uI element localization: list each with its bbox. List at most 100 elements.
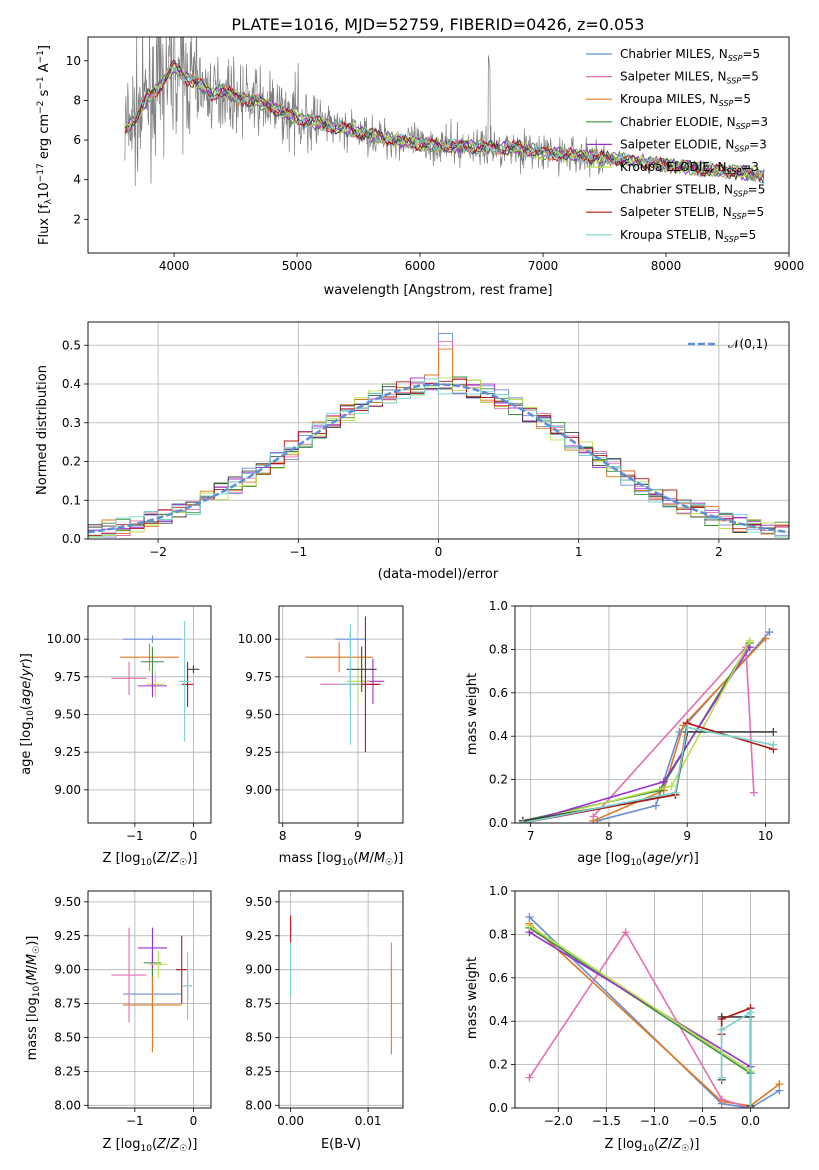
residual_hist-ytick-label: 0.1 <box>62 493 81 507</box>
marker-kroupa_stelib <box>746 1104 755 1108</box>
spectrum-xtick-label: 7000 <box>528 259 559 273</box>
wAge-ylabel: mass weight <box>465 673 480 755</box>
mass_vs_Z-xtick-label: −1 <box>126 1114 144 1128</box>
g-wZ-clip-content <box>525 913 784 1108</box>
residual_hist-ytick-label: 0.4 <box>62 377 81 391</box>
series-chabrier_miles <box>528 916 780 1108</box>
legend-label-chabrier_elodie: Chabrier ELODIE, NSSP=3 <box>620 115 768 131</box>
weight_vs_age-xtick-label: 8 <box>605 829 613 843</box>
age-vs-mass-panel: 8 9 9.00 9.25 9.50 9.75 10.00 mass [log10(M/M☉… <box>238 605 404 868</box>
age_vs_mass-ytick-label: 9.75 <box>245 670 272 684</box>
spectrum-ytick-label: 4 <box>73 173 81 187</box>
marker-kroupa_stelib <box>683 723 692 732</box>
weight_vs_Z-ytick-label: 1.0 <box>489 884 508 898</box>
g-wAge-frame <box>514 605 790 824</box>
marker-salpeter_miles <box>621 928 630 937</box>
mass_vs_Z-xtick-label: 0 <box>190 1114 198 1128</box>
series-kroupa_miles <box>592 637 767 822</box>
marker-salpeter_stelib <box>717 1015 726 1024</box>
spectrum-xlabel: wavelength [Angstrom, rest frame] <box>324 283 553 298</box>
series-salpeter_miles <box>528 930 751 1108</box>
spec-clip-content <box>124 37 765 187</box>
wZ-xlabel: Z [log10(Z/Z☉)] <box>605 1137 700 1154</box>
histogram-legend: 𝒩(0,1) <box>688 337 768 351</box>
age_vs_Z-ytick-label: 9.00 <box>54 783 81 797</box>
weight-vs-Z-panel: −2.0 −1.5 −1.0 −0.5 0.0 0.0 0.2 0.4 0.6 0.8 1.0 Z … <box>465 884 790 1154</box>
g-wZ-frame <box>514 890 790 1109</box>
marker-salpeter_miles <box>589 812 598 821</box>
spectrum-xtick-label: 4000 <box>159 259 190 273</box>
age_vs_Z-xtick-label: 0 <box>190 829 198 843</box>
weight_vs_Z-xtick-label: −0.5 <box>688 1114 717 1128</box>
mass_vs_Z-ytick-label: 8.75 <box>54 997 81 1011</box>
spectrum-ytick-label: 2 <box>73 212 81 226</box>
spectrum-ytick-label: 6 <box>73 133 81 147</box>
age_vs_mass-xtick-label: 9 <box>354 829 362 843</box>
marker-salpeter_miles <box>749 788 758 797</box>
normal-curve <box>88 383 789 534</box>
marker-kroupa_stelib <box>671 788 680 797</box>
g-massE-clip-content <box>290 915 392 1055</box>
normal-legend-label: 𝒩(0,1) <box>728 337 768 351</box>
mass-vs-Z-panel: −1 0 8.00 8.25 8.50 8.75 9.00 9.25 9.50 Z [log10… <box>25 890 212 1154</box>
histogram-frame <box>87 321 790 540</box>
mass_vs_ebv-ytick-label: 9.00 <box>245 963 272 977</box>
age_vs_Z-ytick-label: 9.75 <box>54 670 81 684</box>
age_vs_mass-ytick-label: 10.00 <box>238 632 272 646</box>
legend-label-kroupa_stelib: Kroupa STELIB, NSSP=5 <box>620 228 756 244</box>
g-massZ-clip-content <box>111 927 192 1053</box>
g-massE-frame <box>278 890 404 1109</box>
residual_hist-xtick-label: −1 <box>289 545 307 559</box>
mass_vs_Z-ytick-label: 8.00 <box>54 1098 81 1112</box>
residual_hist-ytick-label: 0.5 <box>62 338 81 352</box>
weight_vs_age-ytick-label: 0.2 <box>489 773 508 787</box>
model-spectrum-kroupa_stelib <box>124 66 764 182</box>
spectrum-xtick-label: 9000 <box>774 259 805 273</box>
histogram-xlabel: (data-model)/error <box>378 567 499 582</box>
weight-vs-age-panel: 7 8 9 10 0.0 0.2 0.4 0.6 0.8 1.0 age [log10(age/y… <box>465 599 790 868</box>
residual_hist-xtick-label: −2 <box>149 545 167 559</box>
spectrum-ylabel: Flux [fλ10−17 erg cm−2 s−1 A−1] <box>36 45 54 245</box>
legend-label-chabrier_stelib: Chabrier STELIB, NSSP=5 <box>620 183 765 199</box>
g-massZ-frame <box>87 890 212 1109</box>
weight_vs_age-xtick-label: 10 <box>758 829 773 843</box>
hist-clip-content <box>88 333 789 539</box>
age_vs_mass-ytick-label: 9.00 <box>245 783 272 797</box>
weight_vs_Z-ytick-label: 0.0 <box>489 1101 508 1115</box>
massZ-xlabel: Z [log10(Z/Z☉)] <box>103 1137 198 1154</box>
spectrum-xtick-label: 6000 <box>405 259 436 273</box>
g-wAge-clip-content <box>518 628 778 823</box>
mass_vs_Z-ytick-label: 9.50 <box>54 895 81 909</box>
histogram-kroupa_stelib <box>88 378 789 539</box>
marker-kroupa_stelib <box>518 819 527 823</box>
histogram-ylabel: Normed distribution <box>35 365 50 495</box>
mass_vs_ebv-ytick-label: 8.50 <box>245 1030 272 1044</box>
weight_vs_age-ytick-label: 0.6 <box>489 686 508 700</box>
mass_vs_ebv-ytick-label: 8.75 <box>245 997 272 1011</box>
spectrum-ytick-label: 8 <box>73 93 81 107</box>
mass_vs_Z-ytick-label: 9.25 <box>54 929 81 943</box>
marker-kroupa_miles <box>761 634 770 643</box>
wZ-ylabel: mass weight <box>465 957 480 1039</box>
weight_vs_age-ytick-label: 1.0 <box>489 599 508 613</box>
legend-label-salpeter_miles: Salpeter MILES, NSSP=5 <box>620 70 759 86</box>
weight_vs_Z-ytick-label: 0.6 <box>489 971 508 985</box>
g-ageM-frame <box>278 605 404 824</box>
spectrum-legend: Chabrier MILES, NSSP=5 Salpeter MILES, NS… <box>586 47 768 244</box>
age_vs_Z-ytick-label: 9.25 <box>54 745 81 759</box>
weight_vs_age-xtick-label: 7 <box>527 829 535 843</box>
legend-label-salpeter_stelib: Salpeter STELIB, NSSP=5 <box>620 205 764 221</box>
marker-salpeter_miles <box>525 1073 534 1082</box>
series-salpeter_elodie <box>528 931 751 1068</box>
g-ageZ-clip-content <box>111 621 200 742</box>
weight_vs_Z-ytick-label: 0.8 <box>489 927 508 941</box>
age_vs_mass-ytick-label: 9.50 <box>245 708 272 722</box>
weight_vs_Z-xtick-label: −1.5 <box>592 1114 621 1128</box>
marker-chabrier_miles <box>765 628 774 637</box>
weight_vs_Z-ytick-label: 0.4 <box>489 1014 508 1028</box>
mass_vs_Z-ytick-label: 8.25 <box>54 1064 81 1078</box>
legend-label-chabrier_miles: Chabrier MILES, NSSP=5 <box>620 47 760 63</box>
age_vs_Z-ytick-label: 9.50 <box>54 708 81 722</box>
marker-chabrier_stelib <box>769 727 778 736</box>
